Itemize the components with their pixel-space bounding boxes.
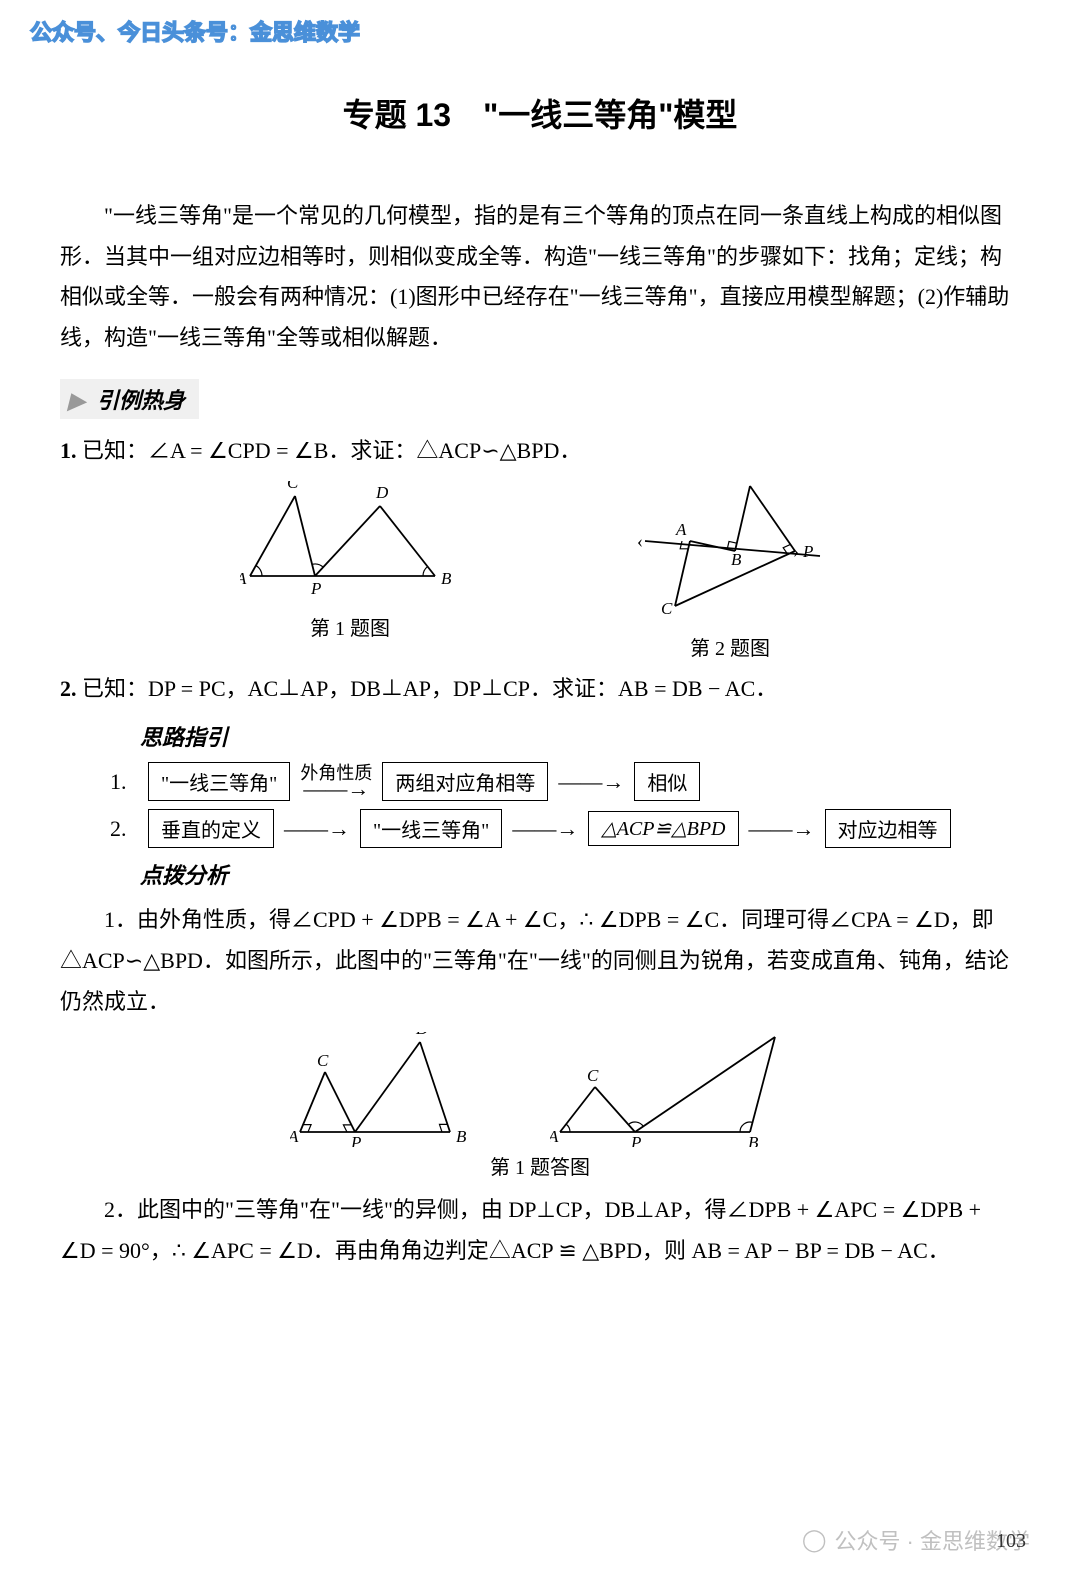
page-number: 103 (996, 1530, 1026, 1553)
flow-row-1: 1. "一线三等角" 外角性质 ――→ 两组对应角相等 ――→ 相似 (110, 762, 1020, 801)
svg-text:D: D (745, 481, 759, 482)
analysis-2: 2．此图中的"三等角"在"一线"的异侧，由 DP⊥CP，DB⊥AP，得∠DPB … (60, 1190, 1020, 1271)
svg-text:C: C (587, 1066, 599, 1085)
section-header-label: 引例热身 (97, 388, 185, 413)
sub-header-analysis: 点拨分析 (140, 858, 1020, 890)
intro-paragraph: "一线三等角"是一个常见的几何模型，指的是有三个等角的顶点在同一条直线上构成的相… (60, 196, 1020, 359)
flow-1-box-2: 两组对应角相等 (382, 762, 548, 801)
problem-1-text: 已知：∠A = ∠CPD = ∠B．求证：△ACP∽△BPD． (82, 438, 581, 463)
svg-text:D: D (770, 1032, 784, 1033)
problem-2: 2. 已知：DP = PC，AC⊥AP，DB⊥AP，DP⊥CP．求证：AB = … (60, 669, 1020, 710)
watermark-top: 公众号、今日头条号：金思维数学 (30, 15, 360, 47)
svg-text:B: B (441, 569, 452, 588)
flow-1-box-1: "一线三等角" (148, 762, 290, 801)
analysis-1: 1．由外角性质，得∠CPD + ∠DPB = ∠A + ∠C，∴ ∠DPB = … (60, 900, 1020, 1022)
svg-text:P: P (802, 542, 813, 561)
svg-text:A: A (240, 569, 247, 588)
problem-2-text: 已知：DP = PC，AC⊥AP，DB⊥AP，DP⊥CP．求证：AB = DB … (82, 676, 777, 701)
figure-1: A P B C D 第 1 题图 (240, 481, 460, 661)
flow-2-box-4: 对应边相等 (825, 809, 951, 848)
answer-figure-2-svg: A P B C D (550, 1032, 790, 1147)
svg-text:C: C (317, 1051, 329, 1070)
figure-2-caption: 第 2 题图 (620, 632, 840, 661)
svg-text:A: A (290, 1127, 299, 1146)
flow-2-box-1: 垂直的定义 (148, 809, 274, 848)
arrow-icon: ――→ (303, 778, 369, 800)
svg-text:P: P (630, 1133, 641, 1147)
sub-header-thinking: 思路指引 (140, 720, 1020, 752)
wechat-icon: ◯ (802, 1527, 827, 1553)
svg-text:D: D (375, 483, 389, 502)
figure-1-caption: 第 1 题图 (240, 612, 460, 641)
arrow-icon: ――→ (749, 816, 815, 842)
problem-2-num: 2. (60, 676, 77, 701)
svg-text:C: C (661, 599, 673, 618)
svg-text:P: P (350, 1133, 361, 1147)
arrow-icon: ――→ (512, 816, 578, 842)
arrow-icon: ――→ (284, 816, 350, 842)
flow-2-box-3: △ACP≌△BPD (588, 811, 738, 846)
page-title: 专题 13 "一线三等角"模型 (60, 90, 1020, 136)
figure-1-svg: A P B C D (240, 481, 460, 601)
flow-row-2: 2. 垂直的定义 ――→ "一线三等角" ――→ △ACP≌△BPD ――→ 对… (110, 809, 1020, 848)
answer-figures-row: A P B C D A P B C D (60, 1032, 1020, 1147)
play-icon: ▶ (68, 388, 85, 413)
answer-figure-1-svg: A P B C D (290, 1032, 470, 1147)
svg-text:B: B (731, 550, 742, 569)
flow-2-box-2: "一线三等角" (360, 809, 502, 848)
svg-text:D: D (415, 1032, 429, 1038)
svg-text:A: A (550, 1127, 559, 1146)
svg-text:A: A (675, 520, 687, 539)
svg-text:›: › (793, 541, 799, 561)
problem-1-num: 1. (60, 438, 77, 463)
figure-2: › ‹ A B P D C 第 2 题图 (620, 481, 840, 661)
section-header-examples: ▶ 引例热身 (60, 379, 199, 419)
svg-text:C: C (287, 481, 299, 492)
svg-text:B: B (456, 1127, 467, 1146)
figure-2-svg: › ‹ A B P D C (620, 481, 840, 621)
flow-1-num: 1. (110, 769, 134, 795)
flow-1-arrow-1: 外角性质 ――→ (300, 764, 372, 800)
problem-1: 1. 已知：∠A = ∠CPD = ∠B．求证：△ACP∽△BPD． (60, 431, 1020, 472)
flow-1-box-3: 相似 (634, 762, 700, 801)
svg-text:P: P (310, 579, 321, 598)
figures-row-1: A P B C D 第 1 题图 › ‹ A B P D C 第 2 题图 (60, 481, 1020, 661)
svg-text:‹: ‹ (637, 531, 643, 551)
arrow-icon: ――→ (558, 769, 624, 795)
answer-figure-caption: 第 1 题答图 (60, 1151, 1020, 1180)
svg-text:B: B (748, 1133, 759, 1147)
flow-2-num: 2. (110, 816, 134, 842)
